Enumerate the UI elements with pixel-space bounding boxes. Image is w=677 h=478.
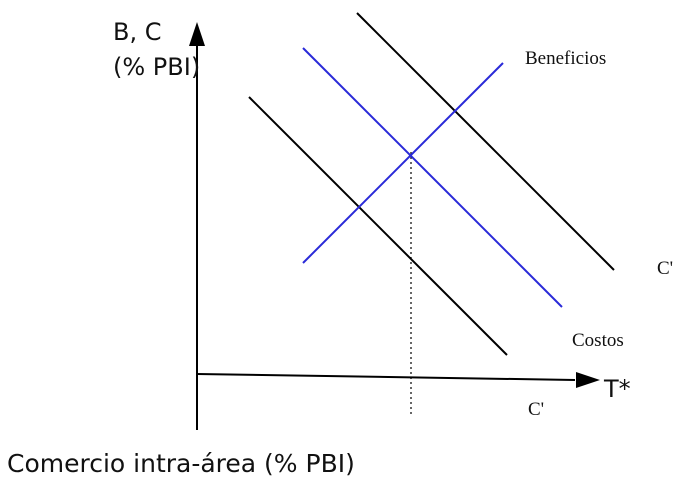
lower-shifted-cost-curve — [248, 96, 508, 356]
upper-shifted-cost-curve — [356, 12, 615, 271]
x-axis-end-label: T* — [603, 375, 631, 403]
x-axis — [196, 373, 576, 381]
cost-curve — [302, 47, 563, 308]
lower-shifted-cost-label: C' — [528, 399, 544, 420]
upper-shifted-cost-label: C' — [657, 258, 673, 279]
y-axis-label-line2: (% PBI) — [113, 53, 200, 81]
costs-label: Costos — [572, 330, 624, 351]
x-axis-arrowhead — [576, 372, 600, 388]
x-axis-caption: Comercio intra-área (% PBI) — [7, 449, 355, 478]
y-axis-arrowhead — [189, 22, 205, 46]
benefit-curve — [302, 62, 504, 264]
benefits-label: Beneficios — [525, 48, 606, 69]
y-axis-label-line1: B, C — [113, 18, 161, 46]
